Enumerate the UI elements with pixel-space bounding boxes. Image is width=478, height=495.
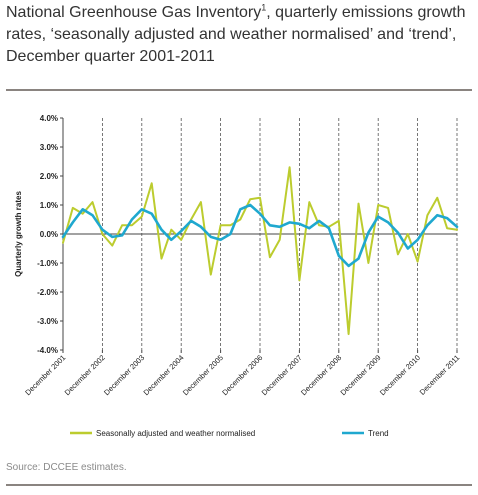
x-tick-label: December 2004 (142, 353, 186, 397)
title-footnote-marker: 1 (261, 2, 267, 13)
x-tick-label: December 2002 (63, 353, 107, 397)
legend-label-seasonal: Seasonally adjusted and weather normalis… (96, 429, 255, 438)
y-tick-label: 2.0% (40, 172, 58, 181)
y-tick-label: 0.0% (40, 230, 58, 239)
y-tick-label: -1.0% (37, 259, 58, 268)
x-tick-label: December 2005 (181, 353, 225, 397)
top-divider (6, 89, 472, 91)
x-tick-label: December 2008 (299, 353, 343, 397)
source-note: Source: DCCEE estimates. (6, 462, 127, 473)
y-tick-label: -2.0% (37, 288, 58, 297)
title-rest: , quarterly emissions growth rates, ‘sea… (6, 4, 466, 65)
y-tick-label: 4.0% (40, 114, 58, 123)
legend-label-trend: Trend (368, 429, 389, 438)
y-tick-label: -4.0% (37, 346, 58, 355)
x-tick-label: December 2001 (23, 353, 67, 397)
y-tick-label: 1.0% (40, 201, 58, 210)
chart-title: National Greenhouse Gas Inventory1, quar… (6, 2, 472, 68)
x-tick-label: December 2011 (418, 353, 462, 397)
x-tick-label: December 2006 (220, 353, 264, 397)
title-main: National Greenhouse Gas Inventory (6, 4, 262, 21)
y-axis-label: Quarterly growth rates (14, 191, 23, 277)
x-tick-label: December 2007 (260, 353, 304, 397)
y-tick-label: 3.0% (40, 143, 58, 152)
y-tick-label: -3.0% (37, 317, 58, 326)
series-line-trend (61, 203, 459, 268)
bottom-divider (6, 484, 472, 486)
x-tick-label: December 2003 (102, 353, 146, 397)
x-tick-label: December 2009 (339, 353, 383, 397)
x-tick-label: December 2010 (378, 353, 422, 397)
